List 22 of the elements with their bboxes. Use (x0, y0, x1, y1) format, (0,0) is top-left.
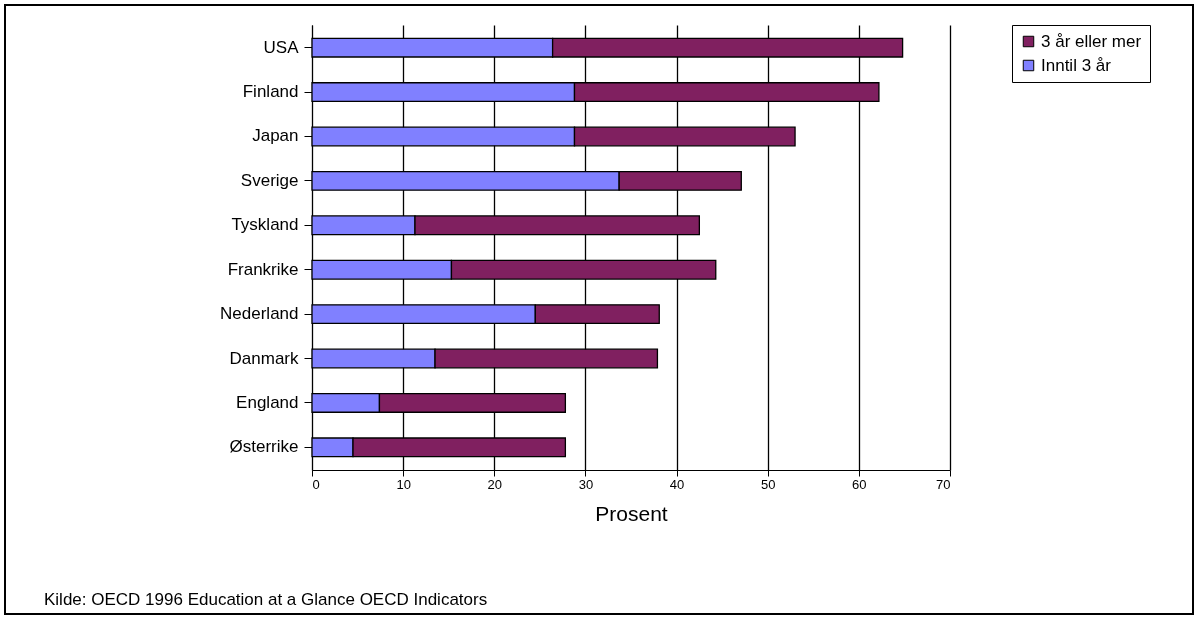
x-tick-label: 30 (578, 476, 594, 492)
y-tick-label: Danmark (229, 348, 299, 368)
x-tick-label: 40 (669, 476, 685, 492)
x-tick-label: 10 (396, 476, 411, 492)
y-tick-label: Østerrike (229, 437, 299, 457)
x-tick-label: 50 (760, 476, 776, 492)
y-tick-label: Tyskland (231, 215, 299, 235)
y-tick-label: England (236, 392, 299, 412)
y-tick-label: Nederland (220, 304, 299, 324)
x-tick-label: 0 (312, 476, 320, 492)
x-tick-label: 20 (487, 476, 503, 492)
legend-label: 3 år eller mer (1041, 31, 1142, 51)
y-tick-label: Sverige (240, 170, 299, 190)
x-tick-label: 60 (852, 476, 867, 492)
y-tick-label: Frankrike (227, 259, 299, 279)
y-tick-label: USA (263, 37, 300, 57)
text: Kilde: OECD 1996 Education at a Glance OECD Indicators (44, 590, 488, 610)
legend-label: Inntil 3 år (1041, 55, 1112, 75)
x-axis-title: Prosent (595, 501, 668, 525)
x-tick-label: 70 (936, 476, 951, 492)
y-tick-label: Japan (252, 126, 299, 146)
y-tick-label: Finland (242, 82, 299, 102)
